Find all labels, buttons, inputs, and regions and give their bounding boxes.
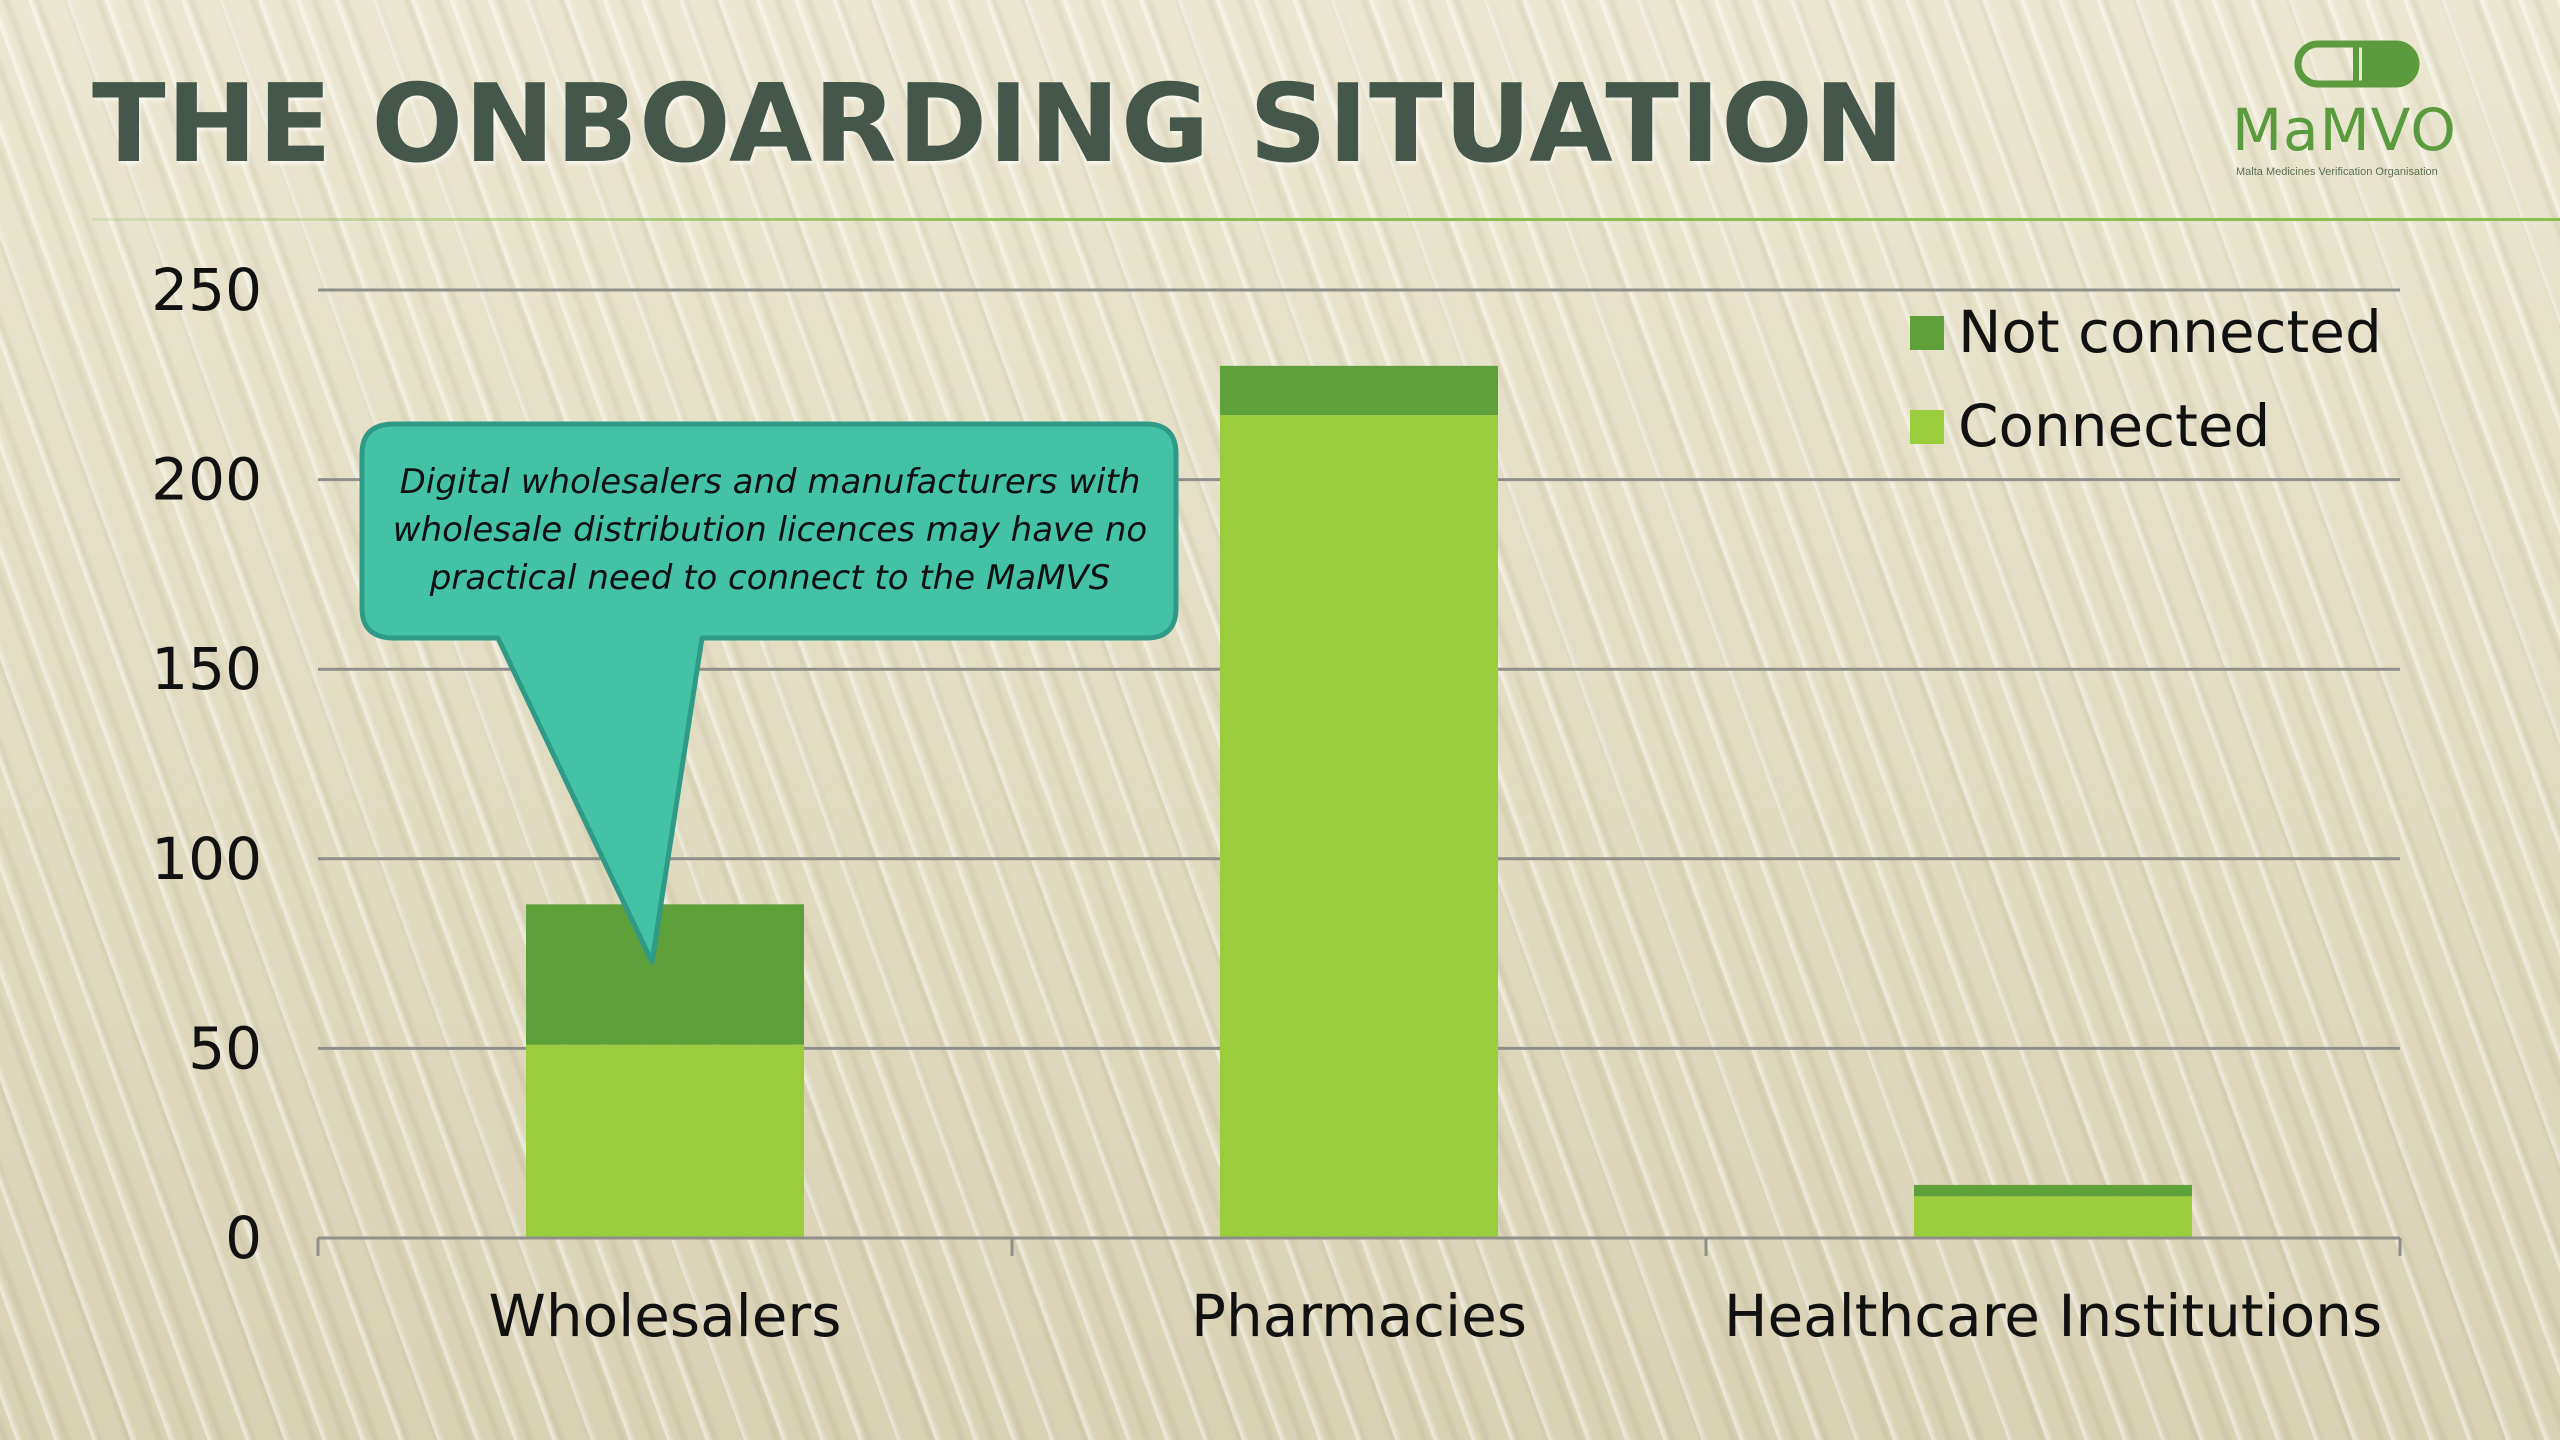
- y-axis-ticks: 0 50 100 150 200 250: [151, 256, 262, 1272]
- legend-swatch: [1910, 410, 1944, 444]
- bar-not-connected: [1220, 365, 1498, 416]
- bar-connected: [526, 1044, 804, 1238]
- x-tick-label: Pharmacies: [1191, 1282, 1527, 1350]
- title-divider: [92, 218, 2560, 221]
- x-axis: [316, 1236, 2402, 1256]
- legend-label: Not connected: [1958, 298, 2382, 366]
- bar-not-connected: [1914, 1184, 2192, 1197]
- pill-logo-icon: [2294, 40, 2420, 88]
- legend-label: Connected: [1958, 392, 2270, 460]
- x-tick-label: Healthcare Institutions: [1724, 1282, 2382, 1350]
- legend-swatch: [1910, 316, 1944, 350]
- y-tick-label: 0: [225, 1204, 262, 1272]
- bar-connected: [1914, 1196, 2192, 1238]
- y-tick-label: 200: [151, 446, 262, 514]
- slide-title: THE ONBOARDING SITUATION: [92, 62, 1906, 187]
- y-tick-label: 250: [151, 256, 262, 324]
- logo-subtitle: Malta Medicines Verification Organisatio…: [2236, 166, 2438, 178]
- y-tick-label: 100: [151, 825, 262, 893]
- callout-bubble: [359, 421, 1179, 965]
- y-tick-label: 150: [151, 635, 262, 703]
- bars: [526, 365, 2192, 1238]
- x-axis-labels: Wholesalers Pharmacies Healthcare Institut…: [488, 1282, 2382, 1350]
- logo-name: MaMVO: [2232, 96, 2457, 164]
- x-tick-label: Wholesalers: [488, 1282, 841, 1350]
- y-tick-label: 50: [188, 1014, 262, 1082]
- callout-text: Digital wholesalers and manufacturers wi…: [392, 462, 1148, 598]
- callout-shape: [359, 421, 1179, 965]
- bar-not-connected: [526, 904, 804, 1045]
- bar-connected: [1220, 415, 1498, 1238]
- legend: Not connected Connected: [1910, 298, 2382, 460]
- mamvo-logo: MaMVO Malta Medicines Verification Organ…: [2220, 30, 2490, 190]
